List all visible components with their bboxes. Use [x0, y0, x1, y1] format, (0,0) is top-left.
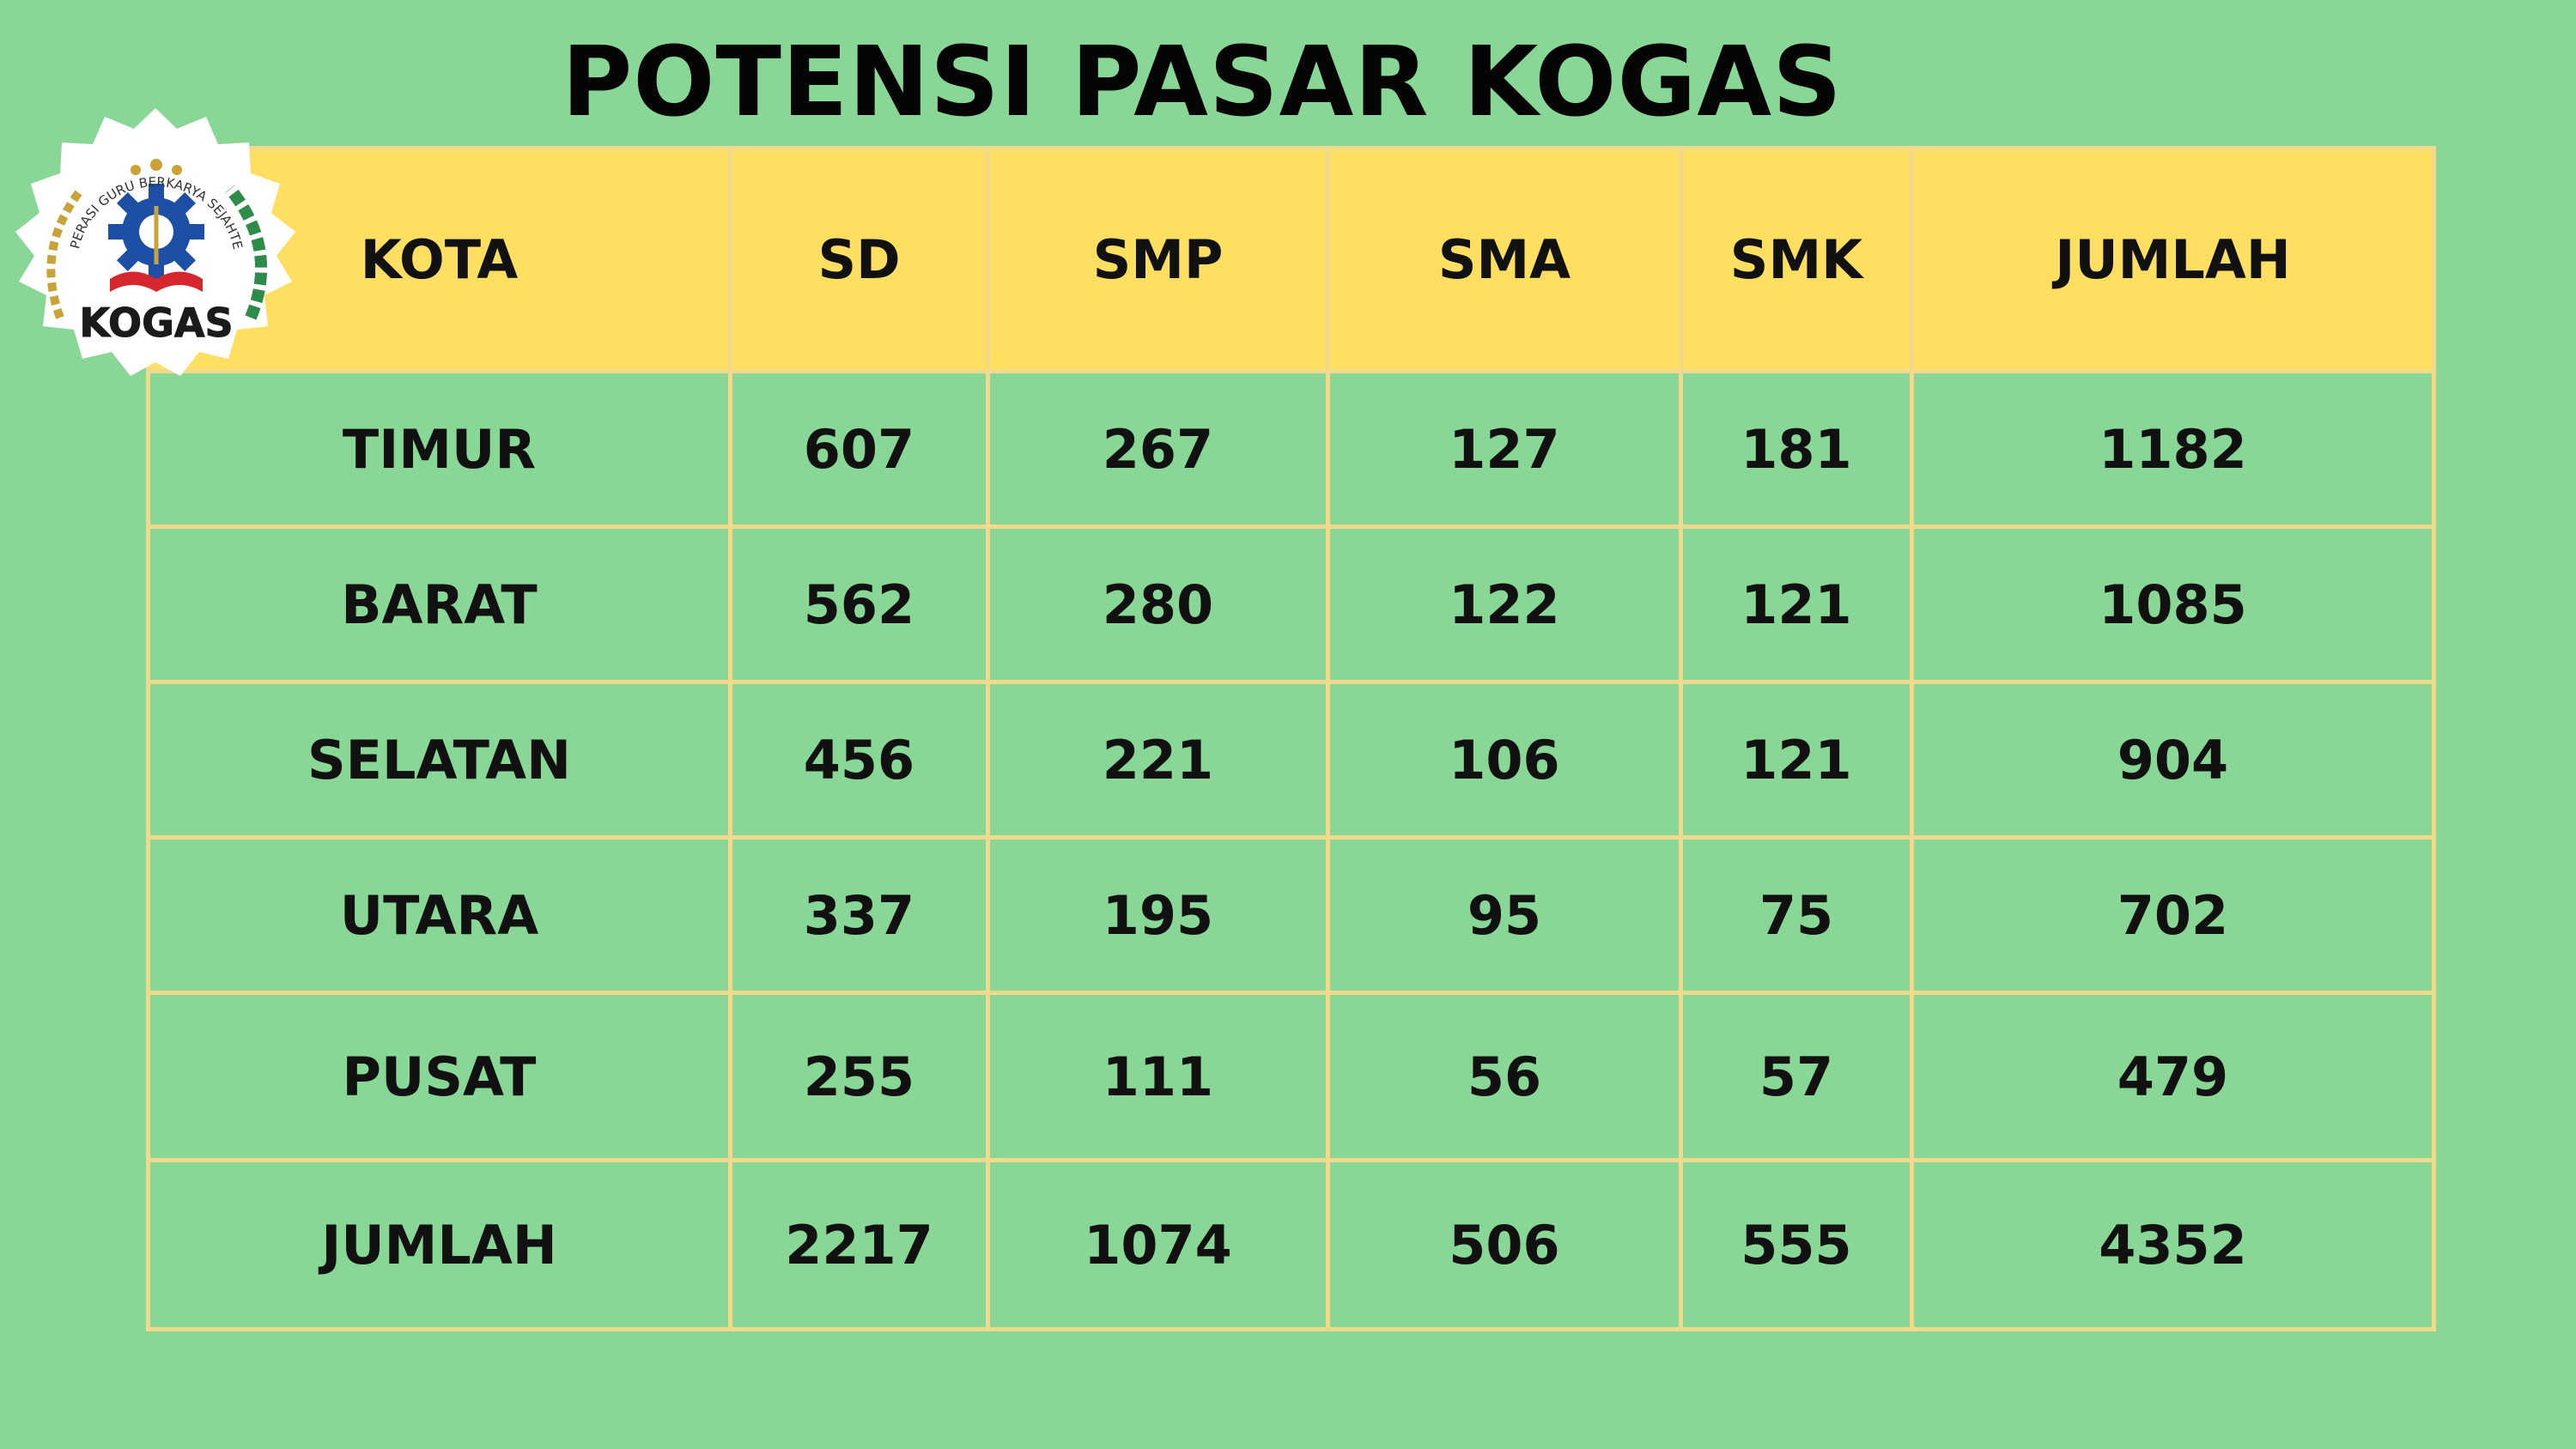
cell-sma: 56 [1326, 991, 1683, 1162]
cell-smp: 1074 [986, 1158, 1330, 1331]
cell-sd: 2217 [728, 1158, 990, 1331]
cell-jumlah: 1182 [1910, 369, 2436, 529]
cell-smp: 280 [986, 524, 1330, 684]
cell-smk: 555 [1679, 1158, 1914, 1331]
cell-smp: 221 [986, 680, 1330, 840]
market-potential-table: KOTA SD SMP SMA SMK JUMLAH TIMUR 607 267… [146, 146, 2436, 1331]
cell-kota: TIMUR [146, 369, 732, 529]
cell-sma: 95 [1326, 835, 1683, 995]
cell-sma: 127 [1326, 369, 1683, 529]
cell-smp: 267 [986, 369, 1330, 529]
cell-smk: 121 [1679, 680, 1914, 840]
cell-sma: 506 [1326, 1158, 1683, 1331]
market-potential-table-wrap: KOTA SD SMP SMA SMK JUMLAH TIMUR 607 267… [146, 146, 2436, 1331]
cell-sd: 337 [728, 835, 990, 995]
table-total-row: JUMLAH 2217 1074 506 555 4352 [146, 1158, 2436, 1331]
rice-garland-icon [46, 185, 85, 319]
cell-sma: 122 [1326, 524, 1683, 684]
stars-icon [131, 159, 182, 175]
cell-smk: 75 [1679, 835, 1914, 995]
cell-smk: 181 [1679, 369, 1914, 529]
kogas-logo-emblem: KOPERASI GURU BERKARYA SEJAHTERA KOGAS [0, 91, 295, 376]
header-smp: SMP [986, 146, 1330, 373]
cell-smk: 121 [1679, 524, 1914, 684]
table-row: PUSAT 255 111 56 57 479 [146, 991, 2436, 1162]
cell-sd: 456 [728, 680, 990, 840]
cell-jumlah: 702 [1910, 835, 2436, 995]
cell-sd: 607 [728, 369, 990, 529]
table-row: BARAT 562 280 122 121 1085 [146, 524, 2436, 684]
table-header-row: KOTA SD SMP SMA SMK JUMLAH [146, 146, 2436, 373]
cell-kota: BARAT [146, 524, 732, 684]
cell-kota: SELATAN [146, 680, 732, 840]
book-icon [110, 271, 203, 292]
cell-smp: 195 [986, 835, 1330, 995]
table-row: TIMUR 607 267 127 181 1182 [146, 369, 2436, 529]
cell-jumlah: 4352 [1910, 1158, 2436, 1331]
header-smk: SMK [1679, 146, 1914, 373]
cell-sd: 562 [728, 524, 990, 684]
cell-kota: PUSAT [146, 991, 732, 1162]
logo-text: KOGAS [79, 300, 233, 346]
cotton-garland-icon [225, 185, 268, 320]
header-sd: SD [728, 146, 990, 373]
page-title: POTENSI PASAR KOGAS [562, 27, 1843, 138]
header-sma: SMA [1326, 146, 1683, 373]
gear-icon [108, 184, 204, 280]
cell-kota: JUMLAH [146, 1158, 732, 1331]
cell-smp: 111 [986, 991, 1330, 1162]
cell-jumlah: 904 [1910, 680, 2436, 840]
cell-sma: 106 [1326, 680, 1683, 840]
kogas-logo: KOPERASI GURU BERKARYA SEJAHTERA KOGAS [0, 91, 311, 383]
header-jumlah: JUMLAH [1910, 146, 2436, 373]
cell-kota: UTARA [146, 835, 732, 995]
cell-sd: 255 [728, 991, 990, 1162]
cell-smk: 57 [1679, 991, 1914, 1162]
cell-jumlah: 1085 [1910, 524, 2436, 684]
table-row: SELATAN 456 221 106 121 904 [146, 680, 2436, 840]
table-row: UTARA 337 195 95 75 702 [146, 835, 2436, 995]
cell-jumlah: 479 [1910, 991, 2436, 1162]
